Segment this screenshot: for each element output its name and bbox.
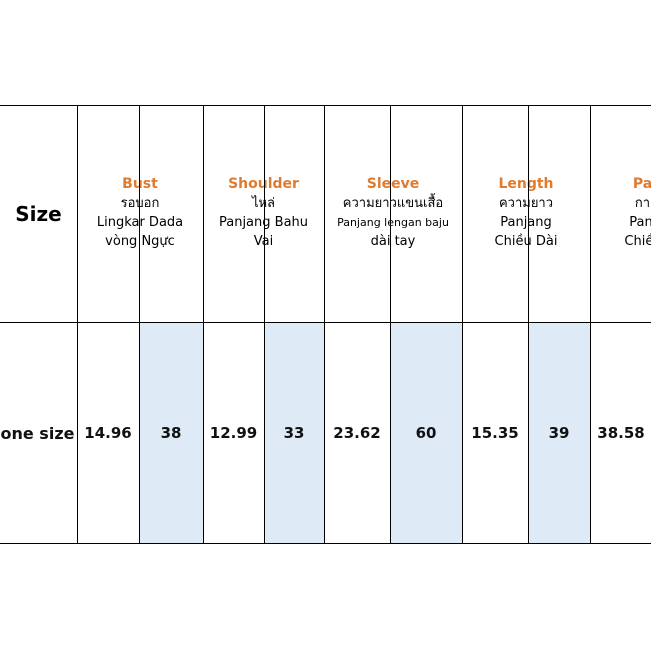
table-border [528,105,529,543]
value-cell: 12.99 [203,323,264,543]
header-cell: Sleeve ความยาวแขนเสื้อ Panjang lengan baju… [324,106,462,322]
column-title: Length [498,175,554,192]
value-cell: 23.62 [324,323,390,543]
header-cell: Length ความยาว Panjang Chiều Dài [462,106,590,322]
value-cell: 39 [528,323,590,543]
value-cell: 14.96 [77,323,139,543]
table-border [0,322,651,323]
column-subtitle: ไหล่ [252,194,275,213]
column-subtitle: Panjang lengan baju [337,215,449,229]
column-subtitle: Panjang Bahu [218,214,309,230]
column-subtitle: ความยาวแขนเสื้อ [342,195,444,211]
column-subtitle: ความยาว [498,195,554,211]
column-title: Pants [632,175,651,192]
row-label-cell: one size [0,323,77,543]
table-border [264,105,265,543]
size-cell: Size [0,106,77,322]
value: 33 [283,424,305,442]
value-cell: 33 [264,323,324,543]
value: 39 [548,424,570,442]
size-header: Size [15,202,62,226]
row-label: one size [0,423,75,443]
table-border [390,105,391,543]
table-border [0,105,651,106]
value-cell: 38 [139,323,203,543]
table-border [462,105,463,543]
value: 60 [415,424,437,442]
value-cell: 38.58 [590,323,651,543]
column-subtitle: กางเกง [634,195,651,211]
value: 38 [160,424,182,442]
table-border [0,543,651,544]
value: 12.99 [209,424,258,442]
value-cell: 60 [390,323,462,543]
table-border [203,105,204,543]
value-cell: 15.35 [462,323,528,543]
value: 15.35 [471,424,519,442]
column-title: Sleeve [366,175,420,192]
column-subtitle: Panjang [629,214,651,230]
value: 14.96 [84,424,132,442]
value: 23.62 [333,424,381,442]
column-title: Shoulder [228,174,299,194]
header-cell: Pants กางเกง Panjang Chiều dài [590,106,651,322]
table-border [324,105,325,543]
table-border [77,105,78,543]
table-border [590,105,591,543]
column-subtitle: Chiều Dài [494,233,558,249]
value: 38.58 [597,424,645,442]
table-border [139,105,140,543]
column-subtitle: Panjang [500,214,552,230]
header-cell: Shoulderไหล่Panjang Bahu Vai [203,106,324,322]
column-subtitle: Vai [254,232,273,251]
column-subtitle: dài tay [370,233,416,249]
column-subtitle: Chiều dài [624,233,651,249]
